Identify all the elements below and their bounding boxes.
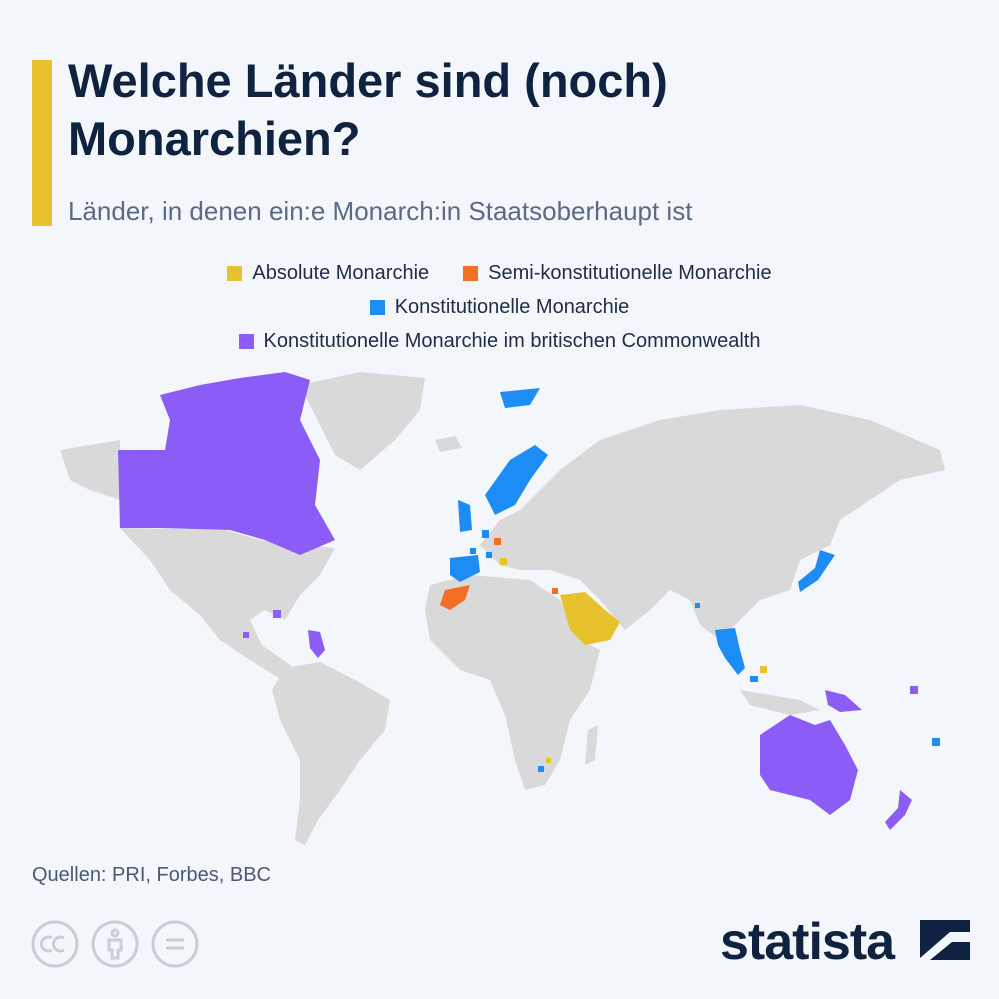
eswatini	[546, 758, 551, 763]
legend-swatch	[369, 299, 385, 315]
legend-label: Konstitutionelle Monarchie im britischen…	[263, 329, 761, 352]
legend-swatch	[227, 265, 243, 281]
cambodia	[750, 676, 758, 682]
lesotho	[538, 766, 544, 772]
japan	[798, 550, 835, 592]
legend-swatch	[238, 333, 254, 349]
caribbean	[308, 630, 325, 658]
legend: Absolute Monarchie Semi-konstitutionelle …	[0, 256, 999, 358]
legend-row: Absolute Monarchie Semi-konstitutionelle …	[0, 256, 999, 290]
belize	[243, 632, 249, 638]
vatican	[500, 558, 507, 565]
jordan	[552, 588, 558, 594]
new-zealand	[885, 790, 912, 830]
legend-item: Konstitutionelle Monarchie	[369, 295, 630, 319]
legend-label: Semi-konstitutionelle Monarchie	[488, 261, 772, 284]
canada	[118, 372, 335, 555]
spain	[450, 555, 480, 582]
madagascar	[585, 725, 598, 765]
subtitle: Länder, in denen ein:e Monarch:in Staats…	[68, 196, 693, 226]
legend-item: Konstitutionelle Monarchie im britischen…	[238, 329, 761, 353]
monaco	[486, 552, 492, 558]
uk	[458, 500, 472, 532]
legend-row: Konstitutionelle Monarchie im britischen…	[0, 324, 999, 358]
tonga	[932, 738, 940, 746]
andorra	[470, 548, 476, 554]
license-icons	[31, 920, 199, 968]
solomon-islands	[910, 686, 918, 694]
legend-label: Konstitutionelle Monarchie	[394, 295, 630, 318]
scandinavia	[485, 445, 548, 515]
monarchies	[118, 372, 940, 830]
brand-logo	[920, 920, 970, 970]
svalbard	[500, 388, 540, 408]
source: Quellen: PRI, Forbes, BBC	[32, 864, 271, 886]
indonesia	[740, 690, 820, 715]
eurasia	[480, 405, 945, 640]
bahamas	[273, 610, 281, 618]
south-america	[272, 662, 390, 845]
bhutan	[695, 603, 700, 608]
legend-item: Semi-konstitutionelle Monarchie	[463, 261, 772, 285]
usa-mexico	[120, 528, 335, 682]
brand: statista	[720, 913, 895, 971]
brunei	[760, 666, 767, 673]
world-map	[60, 372, 945, 845]
saudi-arabia	[560, 592, 620, 645]
australia	[760, 715, 858, 815]
legend-row: Konstitutionelle Monarchie	[0, 290, 999, 324]
benelux	[482, 530, 489, 538]
legend-swatch	[463, 265, 479, 281]
accent-bar	[32, 60, 52, 226]
title: Welche Länder sind (noch) Monarchien?	[68, 54, 668, 165]
morocco	[440, 585, 470, 610]
land	[60, 372, 945, 845]
papua-new-guinea	[825, 690, 862, 712]
greenland	[300, 372, 425, 470]
legend-label: Absolute Monarchie	[252, 261, 430, 284]
thailand-malaysia	[715, 628, 745, 675]
africa	[425, 575, 600, 790]
iceland	[435, 436, 462, 452]
alaska	[60, 440, 120, 500]
legend-item: Absolute Monarchie	[227, 262, 429, 285]
liechtenstein	[494, 538, 501, 545]
